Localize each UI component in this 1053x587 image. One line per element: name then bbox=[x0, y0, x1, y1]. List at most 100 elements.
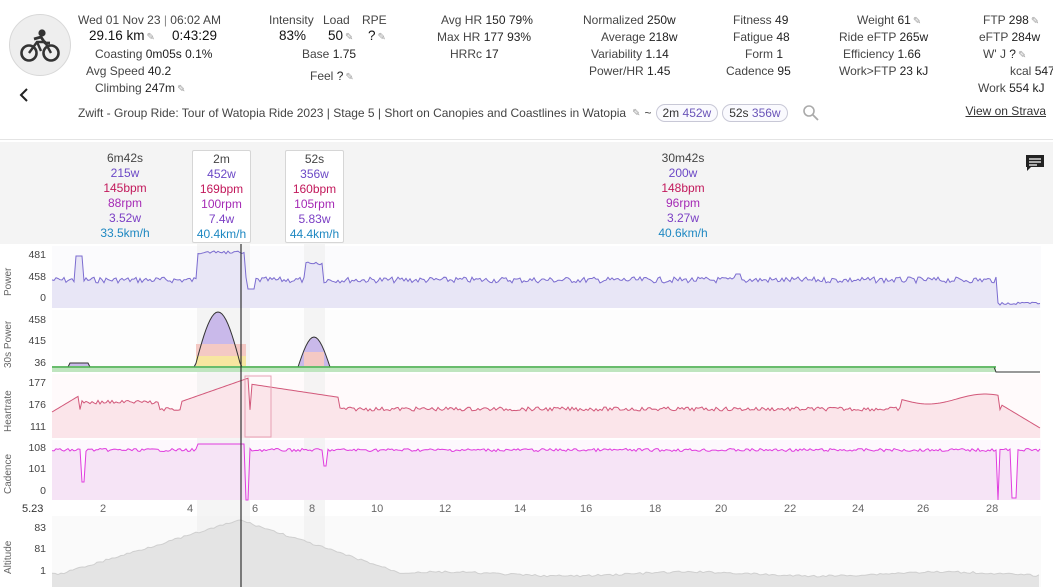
interval-speed: 33.5km/h bbox=[100, 226, 150, 240]
power-ytick: 0 bbox=[40, 292, 46, 304]
interval-box-2[interactable]: 2m 452w 169bpm 100rpm 7.4w 40.4km/h bbox=[192, 150, 251, 243]
search-icon[interactable] bbox=[802, 104, 820, 122]
kcal-value: 547 bbox=[1034, 64, 1053, 78]
rpe-label: RPE bbox=[362, 13, 387, 27]
back-button[interactable] bbox=[14, 84, 34, 106]
power-hr-stat: Power/HR 1.45 bbox=[589, 63, 670, 79]
interval-summary-bar: 6m42s 215w 145bpm 88rpm 3.52w 33.5km/h 2… bbox=[0, 142, 1053, 244]
x-tick: 10 bbox=[371, 503, 384, 515]
interval-duration: 52s bbox=[304, 152, 325, 166]
ride-type-avatar[interactable] bbox=[9, 14, 71, 76]
max-hr-stat: Max HR 177 93% bbox=[437, 29, 531, 45]
wj-stat[interactable]: W' J ? ✎ bbox=[983, 46, 1026, 64]
interval-power: 200w bbox=[668, 166, 698, 180]
normalized-value: 250w bbox=[647, 13, 676, 27]
view-on-strava-link[interactable]: View on Strava bbox=[965, 104, 1047, 118]
x-tick: 16 bbox=[580, 503, 593, 515]
work-label: Work bbox=[978, 81, 1006, 95]
interval-wkg: 3.52w bbox=[108, 211, 142, 225]
x-tick: 20 bbox=[715, 503, 728, 515]
kcal-label: kcal bbox=[1010, 64, 1032, 78]
load-stat[interactable]: 50 ✎ bbox=[328, 28, 353, 46]
x-tick: 8 bbox=[309, 503, 316, 515]
efficiency-stat: Efficiency 1.66 bbox=[843, 46, 921, 62]
avg-hr-pct: 79% bbox=[508, 13, 533, 27]
fitness-value: 49 bbox=[775, 13, 789, 27]
coasting-value: 0m05s bbox=[145, 47, 182, 61]
interval-box-4[interactable]: 30m42s 200w 148bpm 96rpm 3.27w 40.6km/h bbox=[650, 150, 716, 241]
x-tick: 14 bbox=[514, 503, 527, 515]
kcal-stat[interactable]: kcal 547✎ bbox=[1010, 63, 1053, 81]
power-line bbox=[51, 250, 1041, 306]
cadence-area bbox=[52, 444, 1040, 500]
interval-wkg: 7.4w bbox=[208, 212, 235, 226]
power-ytick: 458 bbox=[28, 271, 46, 283]
form-label: Form bbox=[745, 47, 773, 61]
interval-duration: 6m42s bbox=[106, 151, 144, 165]
variability-value: 1.14 bbox=[645, 47, 669, 61]
avg-hr-value: 150 bbox=[485, 13, 506, 27]
load-value: 50 bbox=[328, 28, 344, 43]
efficiency-label: Efficiency bbox=[843, 47, 895, 61]
power-hr-value: 1.45 bbox=[647, 64, 671, 78]
eftp-value: 284w bbox=[1011, 30, 1041, 44]
ftp-stat[interactable]: FTP 298 ✎ bbox=[983, 12, 1039, 30]
power30-ytick: 458 bbox=[28, 314, 46, 326]
variability-stat: Variability 1.14 bbox=[591, 46, 669, 62]
power-area bbox=[52, 251, 1040, 308]
normalized-label: Normalized bbox=[583, 13, 644, 27]
pill-power: 452w bbox=[682, 106, 712, 120]
x-tick: 28 bbox=[986, 503, 999, 515]
interval-wkg: 3.27w bbox=[666, 211, 700, 225]
feel-value: ? bbox=[336, 69, 344, 83]
x-tick: 24 bbox=[852, 503, 865, 515]
interval-duration: 30m42s bbox=[661, 151, 705, 165]
distance-stat[interactable]: 29.16 km ✎ bbox=[89, 28, 155, 46]
chat-icon[interactable] bbox=[1025, 154, 1045, 172]
intensity-label: Intensity bbox=[269, 13, 314, 27]
date-text: Wed 01 Nov 23 bbox=[78, 13, 161, 27]
base-label: Base bbox=[302, 47, 330, 61]
interval-cadence: 88rpm bbox=[107, 196, 142, 210]
max-hr-label: Max HR bbox=[437, 30, 481, 44]
weight-stat[interactable]: Weight 61 ✎ bbox=[857, 12, 921, 30]
climbing-stat[interactable]: Climbing 247m ✎ bbox=[95, 80, 185, 98]
heartrate-ytick: 177 bbox=[28, 377, 46, 389]
interval-hr: 145bpm bbox=[103, 181, 147, 195]
altitude-ytick: 81 bbox=[34, 543, 46, 555]
hrrc-value: 17 bbox=[485, 47, 499, 61]
interval-pill-2[interactable]: 52s 356w bbox=[722, 104, 788, 122]
interval-power: 215w bbox=[110, 166, 140, 180]
eftp-label: eFTP bbox=[979, 30, 1009, 44]
pencil-icon: ✎ bbox=[345, 32, 354, 43]
hrrc-stat: HRRc 17 bbox=[450, 46, 499, 62]
interval-box-1[interactable]: 6m42s 215w 145bpm 88rpm 3.52w 33.5km/h bbox=[94, 150, 156, 241]
rpe-stat[interactable]: ? ✎ bbox=[368, 28, 386, 46]
activity-title[interactable]: Zwift - Group Ride: Tour of Watopia Ride… bbox=[78, 106, 627, 120]
pill-duration: 2m bbox=[662, 106, 680, 120]
interval-pill-1[interactable]: 2m 452w bbox=[655, 104, 719, 122]
interval-hr: 148bpm bbox=[661, 181, 705, 195]
pencil-icon: ✎ bbox=[912, 16, 922, 27]
cadence-stat: Cadence 95 bbox=[726, 63, 791, 79]
power30-axis-title: 30s Power bbox=[3, 320, 14, 368]
avg-hr-label: Avg HR bbox=[441, 13, 483, 27]
pencil-icon: ✎ bbox=[377, 32, 386, 43]
x-tick: 2 bbox=[100, 503, 107, 515]
avg-hr-stat: Avg HR 150 79% bbox=[441, 12, 533, 28]
altitude-ytick: 1 bbox=[40, 565, 46, 577]
interval-speed: 40.6km/h bbox=[658, 226, 708, 240]
activity-charts[interactable]: Power 30s Power Heartrate Cadence Altitu… bbox=[0, 244, 1053, 587]
eftp-stat: eFTP 284w bbox=[979, 29, 1040, 45]
work-ftp-value: 23 kJ bbox=[899, 64, 929, 78]
fatigue-stat: Fatigue 48 bbox=[733, 29, 790, 45]
pencil-icon[interactable]: ✎ bbox=[632, 107, 641, 119]
feel-stat[interactable]: Feel ? ✎ bbox=[310, 68, 354, 86]
rpe-value: ? bbox=[368, 28, 376, 43]
power-ytick: 481 bbox=[28, 249, 46, 261]
cadence-axis-title: Cadence bbox=[3, 453, 14, 494]
charts-svg[interactable] bbox=[0, 244, 1053, 587]
x-tick: 6 bbox=[252, 503, 259, 515]
activity-title-line: Zwift - Group Ride: Tour of Watopia Ride… bbox=[78, 104, 820, 122]
interval-box-3[interactable]: 52s 356w 160bpm 105rpm 5.83w 44.4km/h bbox=[285, 150, 344, 243]
